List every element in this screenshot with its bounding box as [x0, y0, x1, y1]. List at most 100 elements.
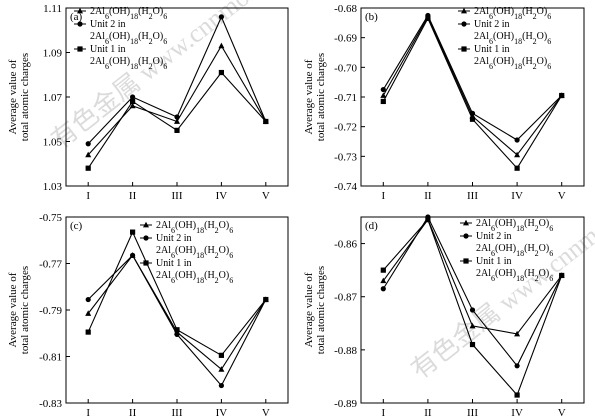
legend-entry-text: Unit 2 in — [156, 233, 192, 244]
y-tick-label: -0.72 — [334, 122, 357, 134]
data-point-square — [469, 116, 476, 122]
legend-subscript: 6 — [489, 62, 493, 71]
legend-subscript: 18 — [196, 251, 204, 260]
y-tick-label: -0.89 — [334, 398, 357, 410]
legend-subscript: 2 — [533, 37, 537, 46]
legend-marker-square — [143, 260, 149, 266]
legend-entry-text: 2Al6(OH)18(H2O)6 — [474, 6, 551, 21]
legend-subscript: 6 — [163, 12, 167, 21]
data-point-triangle — [514, 330, 521, 337]
legend-subscript: 6 — [547, 37, 551, 46]
legend-marker-square — [77, 46, 83, 52]
legend-subscript: 6 — [105, 12, 109, 21]
legend-subscript: 18 — [130, 12, 138, 21]
data-point-circle — [85, 141, 91, 147]
data-point-triangle — [129, 102, 136, 109]
x-tick-label: IV — [511, 190, 523, 202]
legend-text-run: O) — [153, 6, 164, 17]
data-point-triangle — [469, 322, 476, 329]
legend-text-run: Unit 1 in — [474, 44, 510, 55]
legend-text-run: Unit 2 in — [156, 233, 192, 244]
y-tick-label: -0.68 — [334, 3, 357, 15]
y-tick-label: -0.87 — [334, 292, 357, 304]
data-point-triangle — [85, 151, 92, 158]
y-axis-label-line2: total atomic charges — [315, 53, 327, 141]
data-point-square — [425, 217, 431, 223]
legend-entry-text: 2Al6(OH)18(H2O)6 — [156, 220, 233, 235]
legend-marker-triangle — [77, 7, 83, 14]
legend-entry-text: Unit 1 in — [476, 256, 512, 267]
legend-subscript: 18 — [514, 37, 522, 46]
legend-entry-text: 2Al6(OH)18(H2O)6 — [156, 245, 233, 260]
data-point-circle — [130, 94, 136, 100]
data-point-circle — [130, 252, 136, 258]
legend-text-run: (H — [522, 31, 533, 42]
legend-marker-square — [461, 46, 467, 52]
legend-text-run: (OH) — [495, 218, 516, 229]
y-tick-label: -0.73 — [334, 151, 357, 163]
x-tick-label: III — [172, 407, 183, 419]
legend-subscript: 6 — [489, 12, 493, 21]
legend-text-run: Unit 2 in — [474, 19, 510, 30]
chart-panel-2: (b)-0.68-0.69-0.70-0.71-0.72-0.73-0.74I I… — [303, 3, 585, 202]
data-point-triangle — [514, 151, 521, 158]
data-point-circle — [218, 382, 224, 389]
svg-text:有色金属 www.cnnmol.com: 有色金属 www.cnnmol.com — [406, 177, 595, 385]
legend-text-run: O) — [537, 56, 548, 67]
legend-entry-text: 2Al6(OH)18(H2O)6 — [156, 270, 233, 285]
legend-marker-triangle — [143, 221, 149, 228]
legend-text-run: (H — [204, 245, 215, 256]
legend-text-run: O) — [219, 270, 230, 281]
y-tick-label: -0.83 — [39, 398, 62, 410]
legend-subscript: 2 — [149, 37, 153, 46]
legend-text-run: O) — [537, 6, 548, 17]
y-tick-label: -0.88 — [334, 345, 357, 357]
y-tick-label: 1.11 — [43, 3, 62, 15]
legend-text-run: Unit 1 in — [476, 256, 512, 267]
x-tick-label: V — [262, 190, 270, 202]
legend-text-run: (OH) — [175, 245, 196, 256]
legend-subscript: 6 — [489, 37, 493, 46]
panel-label: (d) — [365, 220, 378, 232]
y-tick-label: -0.77 — [39, 259, 62, 271]
legend-subscript: 6 — [491, 224, 495, 233]
legend-marker-circle — [461, 21, 467, 27]
legend-entry-text: 2Al6(OH)18(H2O)6 — [476, 218, 553, 233]
data-point-triangle — [174, 118, 180, 124]
legend-subscript: 2 — [533, 12, 537, 21]
data-point-circle — [174, 114, 180, 120]
legend-text-run: (OH) — [495, 243, 516, 254]
legend-entry-text: Unit 2 in — [90, 19, 126, 30]
legend-text-run: 2Al — [474, 6, 489, 17]
x-tick-label: V — [558, 407, 566, 419]
legend-subscript: 6 — [491, 249, 495, 258]
legend-subscript: 18 — [514, 12, 522, 21]
x-tick-label: IV — [216, 190, 228, 202]
legend-entry-text: 2Al6(OH)18(H2O)6 — [90, 56, 167, 71]
chart-panel-3: (c)-0.75-0.77-0.79-0.81-0.83I II III IV VAve… — [7, 212, 289, 419]
legend-text-run: (H — [522, 6, 533, 17]
legend-subscript: 6 — [105, 37, 109, 46]
y-axis-label-line2: total atomic charges — [315, 266, 327, 354]
legend-text-run: 2Al — [90, 31, 105, 42]
legend-text-run: 2Al — [474, 31, 489, 42]
legend-subscript: 18 — [516, 274, 524, 283]
data-point-square — [263, 118, 269, 125]
legend-marker-triangle — [461, 7, 467, 14]
legend-text-run: (H — [524, 268, 535, 279]
legend-marker-circle — [143, 235, 149, 241]
data-point-circle — [469, 110, 476, 116]
legend-subscript: 18 — [516, 249, 524, 258]
legend-entry-text: 2Al6(OH)18(H2O)6 — [476, 268, 553, 283]
legend-text-run: 2Al — [156, 245, 171, 256]
x-tick-label: I — [381, 407, 385, 419]
y-tick-label: 1.09 — [43, 48, 63, 60]
x-tick-label: II — [129, 407, 137, 419]
data-point-circle — [514, 363, 520, 369]
legend-text-run: (OH) — [493, 31, 514, 42]
y-tick-label: 1.05 — [43, 137, 63, 149]
legend-subscript: 2 — [215, 276, 219, 285]
legend-subscript: 2 — [535, 274, 539, 283]
data-point-circle — [85, 296, 91, 303]
